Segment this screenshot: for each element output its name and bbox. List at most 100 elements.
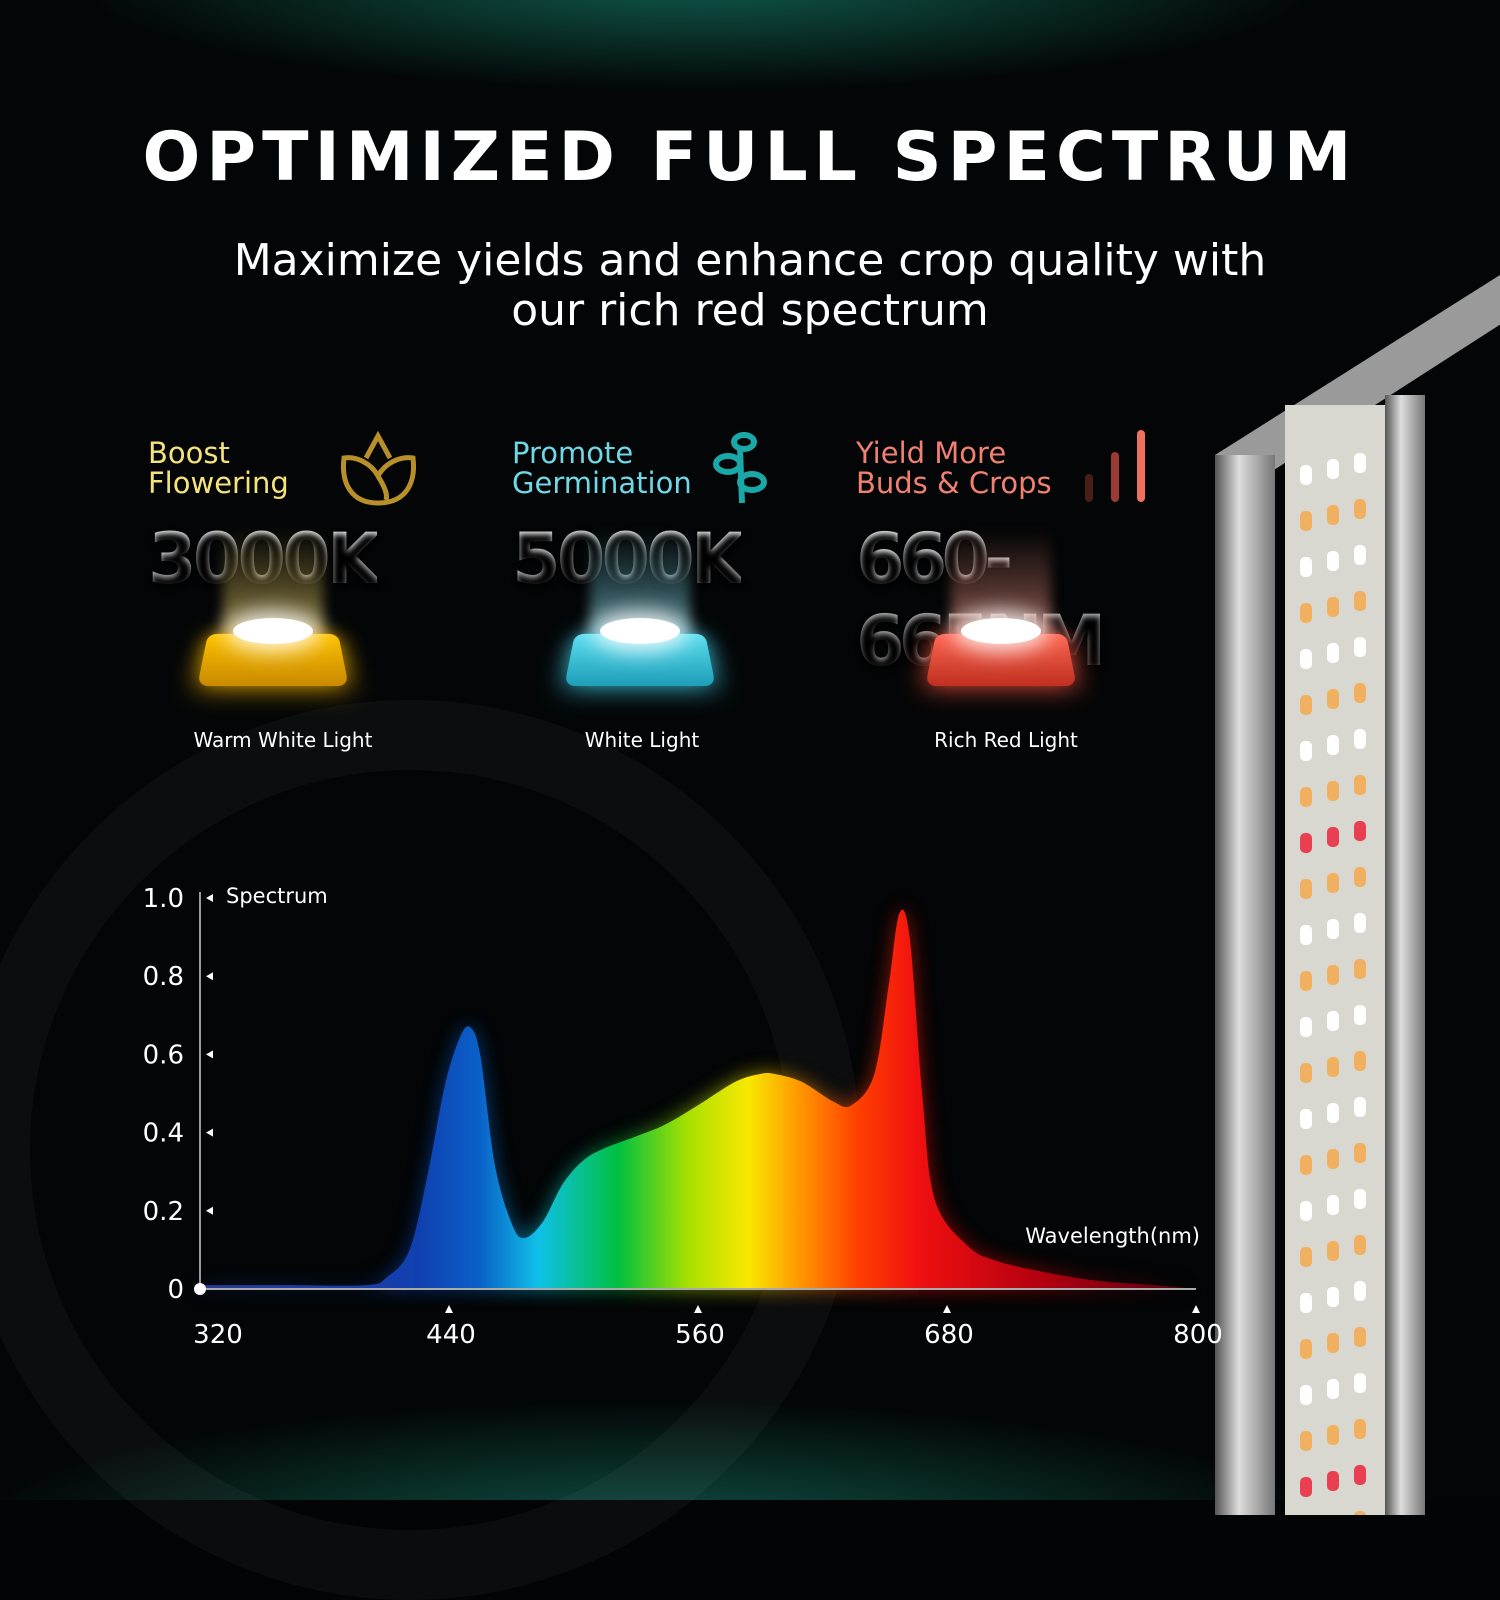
feature-label: Yield More Buds & Crops [856, 436, 1052, 500]
led-diode [1327, 1011, 1339, 1031]
led-diode [1327, 919, 1339, 939]
y-tick-label: 0.6 [143, 1040, 184, 1070]
led-diode [1327, 1471, 1339, 1491]
led-diode [1300, 833, 1312, 853]
led-diode [1354, 1051, 1366, 1071]
led-diode [1300, 1109, 1312, 1129]
led-diode [1300, 741, 1312, 761]
led-diode [1354, 1327, 1366, 1347]
y-tick-label: 0.4 [143, 1119, 184, 1149]
y-tick-mark [206, 1206, 213, 1215]
led-chip-red [921, 528, 1081, 688]
grow-light-panel [1215, 275, 1500, 1515]
feature-white: Promote Germination 5000K White Light [512, 432, 842, 752]
led-diode [1300, 879, 1312, 899]
led-diode [1327, 1333, 1339, 1353]
led-diode [1354, 545, 1366, 565]
x-tick-mark [943, 1305, 951, 1313]
led-diode [1327, 827, 1339, 847]
x-tick-label: 440 [426, 1320, 476, 1350]
feature-label: Boost Flowering [148, 436, 289, 500]
page-title: OPTIMIZED FULL SPECTRUM [142, 118, 1358, 197]
led-chip-white [560, 528, 720, 688]
x-tick-label: 680 [924, 1320, 974, 1350]
led-diode [1327, 873, 1339, 893]
y-tick-mark [206, 1050, 213, 1059]
led-diode [1354, 867, 1366, 887]
led-diode [1354, 729, 1366, 749]
x-tick-mark [1192, 1305, 1200, 1313]
led-diode [1300, 465, 1312, 485]
led-diode [1327, 505, 1339, 525]
x-tick-label: 800 [1173, 1320, 1223, 1350]
axis-origin-dot [194, 1283, 206, 1295]
led-diode [1354, 1189, 1366, 1209]
led-diode [1300, 925, 1312, 945]
feature-label: Promote Germination [512, 436, 692, 500]
led-diode [1354, 1005, 1366, 1025]
led-diode [1354, 1143, 1366, 1163]
led-diode [1300, 1063, 1312, 1083]
spectrum-chart: 0 0.2 0.4 0.6 0.8 1.0 320 440 560 680 800 Spectrum… [143, 884, 1223, 1350]
led-diode [1300, 1339, 1312, 1359]
led-diode [1300, 1247, 1312, 1267]
led-diode [1327, 781, 1339, 801]
led-diode [1354, 821, 1366, 841]
y-tick-mark [206, 1128, 213, 1137]
led-diode [1327, 551, 1339, 571]
led-diode [1300, 1293, 1312, 1313]
led-diode [1327, 597, 1339, 617]
led-diode [1354, 1373, 1366, 1393]
flower-icon [340, 430, 417, 506]
feature-caption: White Light [584, 728, 700, 752]
led-diode [1354, 453, 1366, 473]
led-diode [1354, 591, 1366, 611]
led-diode [1327, 1287, 1339, 1307]
led-diode [1354, 683, 1366, 703]
led-diode [1327, 735, 1339, 755]
y-tick-label: 1.0 [143, 884, 184, 914]
led-diode [1300, 695, 1312, 715]
y-tick-label: 0.8 [143, 962, 184, 992]
led-diode [1327, 1241, 1339, 1261]
bar-chart-icon [1085, 430, 1145, 502]
sprout-icon [713, 432, 767, 504]
led-diode [1354, 1465, 1366, 1485]
led-diode [1300, 1201, 1312, 1221]
led-diode [1300, 1155, 1312, 1175]
x-tick-label: 320 [193, 1320, 243, 1350]
spectrum-area [200, 909, 1196, 1289]
feature-caption: Rich Red Light [934, 728, 1078, 752]
led-diode [1327, 1149, 1339, 1169]
led-diode [1300, 1385, 1312, 1405]
led-diode [1300, 787, 1312, 807]
led-diode [1354, 1281, 1366, 1301]
led-diode [1327, 643, 1339, 663]
led-diode [1300, 603, 1312, 623]
feature-red: Yield More Buds & Crops 660-665NM Rich R… [856, 430, 1186, 752]
led-diode [1327, 459, 1339, 479]
led-diode [1327, 689, 1339, 709]
y-tick-label: 0 [167, 1275, 184, 1305]
led-diode [1327, 1103, 1339, 1123]
x-tick-label: 560 [675, 1320, 725, 1350]
feature-caption: Warm White Light [193, 728, 373, 752]
led-diode [1327, 965, 1339, 985]
y-tick-mark [206, 972, 213, 981]
led-diode [1354, 959, 1366, 979]
led-diode [1300, 1477, 1312, 1497]
led-diode [1327, 1425, 1339, 1445]
led-diode [1300, 649, 1312, 669]
led-diode [1300, 511, 1312, 531]
led-diode [1300, 1017, 1312, 1037]
y-tick-label: 0.2 [143, 1197, 184, 1227]
led-diode [1327, 1195, 1339, 1215]
led-diode [1354, 913, 1366, 933]
y-axis-label: Spectrum [226, 884, 328, 908]
subtitle: Maximize yields and enhance crop quality… [233, 235, 1267, 336]
led-diode [1354, 499, 1366, 519]
x-tick-mark [694, 1305, 702, 1313]
x-axis-label: Wavelength(nm) [1025, 1224, 1200, 1248]
led-diode [1354, 1235, 1366, 1255]
led-diode [1327, 1379, 1339, 1399]
